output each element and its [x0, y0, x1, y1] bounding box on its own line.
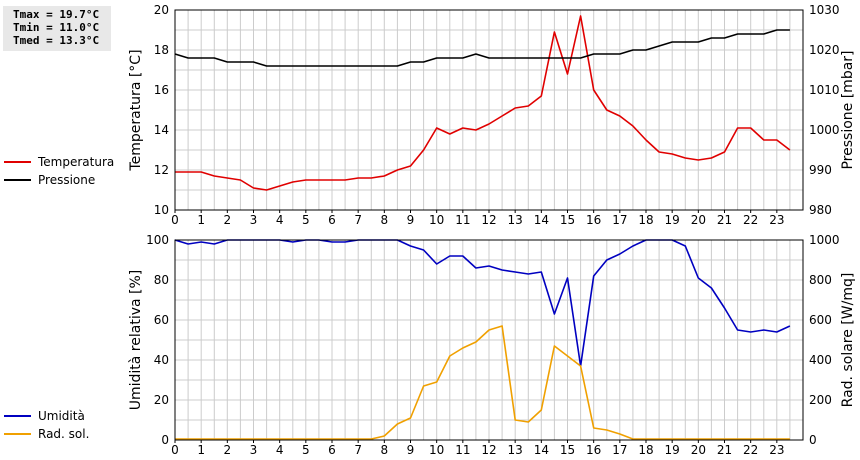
legend-label: Pressione [38, 173, 96, 187]
series-line-umidit [174, 239, 791, 367]
y-tick-label-right: 1010 [809, 83, 840, 97]
x-tick-label: 10 [429, 213, 444, 227]
x-tick-label: 21 [717, 213, 732, 227]
x-tick-label: 5 [302, 443, 310, 457]
y-tick-label-left: 16 [154, 83, 169, 97]
y-axis-label-left: Umidità relativa [%] [128, 270, 144, 411]
x-tick-label: 17 [612, 443, 627, 457]
x-tick-label: 14 [534, 213, 549, 227]
x-tick-label: 6 [328, 443, 336, 457]
y-tick-label-right: 0 [809, 433, 817, 447]
y-tick-label-left: 60 [154, 313, 169, 327]
y-tick-label-left: 0 [161, 433, 169, 447]
y-tick-label-right: 1020 [809, 43, 840, 57]
stats-box: Tmax = 19.7°C Tmin = 11.0°C Tmed = 13.3°… [3, 6, 111, 51]
y-tick-label-right: 1000 [809, 123, 840, 137]
x-tick-label: 22 [743, 443, 758, 457]
y-tick-label-left: 18 [154, 43, 169, 57]
x-tick-label: 17 [612, 213, 627, 227]
x-tick-label: 4 [276, 443, 284, 457]
x-tick-label: 23 [769, 443, 784, 457]
x-tick-label: 9 [407, 213, 415, 227]
x-tick-label: 4 [276, 213, 284, 227]
x-tick-label: 5 [302, 213, 310, 227]
series-line-rad-sol [175, 325, 790, 440]
y-tick-label-left: 14 [154, 123, 169, 137]
x-tick-label: 11 [455, 443, 470, 457]
x-tick-label: 14 [534, 443, 549, 457]
tmed-text: Tmed = 13.3°C [13, 34, 100, 47]
x-tick-label: 18 [638, 443, 653, 457]
x-tick-label: 10 [429, 443, 444, 457]
y-tick-label-left: 80 [154, 273, 169, 287]
legend-swatch [4, 433, 31, 435]
x-tick-label: 3 [250, 213, 258, 227]
x-tick-label: 7 [354, 213, 362, 227]
x-tick-label: 20 [691, 213, 706, 227]
y-tick-label-left: 10 [154, 203, 169, 217]
x-tick-label: 0 [171, 443, 179, 457]
x-tick-label: 13 [508, 443, 523, 457]
y-tick-label-left: 40 [154, 353, 169, 367]
legend-label: Rad. sol. [38, 427, 90, 441]
x-tick-label: 2 [224, 443, 232, 457]
x-tick-label: 20 [691, 443, 706, 457]
x-tick-label: 19 [665, 443, 680, 457]
x-tick-label: 12 [481, 213, 496, 227]
x-tick-label: 9 [407, 443, 415, 457]
x-tick-label: 18 [638, 213, 653, 227]
x-tick-label: 0 [171, 213, 179, 227]
x-tick-label: 23 [769, 213, 784, 227]
y-tick-label-right: 990 [809, 163, 832, 177]
x-tick-label: 21 [717, 443, 732, 457]
y-tick-label-right: 1000 [809, 233, 840, 247]
y-tick-label-right: 1030 [809, 3, 840, 17]
tmin-text: Tmin = 11.0°C [13, 21, 100, 34]
x-tick-label: 8 [381, 213, 389, 227]
x-tick-label: 15 [560, 443, 575, 457]
x-tick-label: 1 [197, 443, 205, 457]
x-tick-label: 12 [481, 443, 496, 457]
x-tick-label: 16 [586, 443, 601, 457]
x-tick-label: 22 [743, 213, 758, 227]
x-tick-label: 1 [197, 213, 205, 227]
y-tick-label-right: 980 [809, 203, 832, 217]
y-axis-label-left: Temperatura [°C] [128, 49, 144, 171]
y-axis-label-right: Rad. solare [W/mq] [840, 273, 856, 408]
x-tick-label: 15 [560, 213, 575, 227]
y-tick-label-left: 100 [146, 233, 169, 247]
legend-swatch [4, 179, 31, 181]
y-tick-label-right: 800 [809, 273, 832, 287]
y-tick-label-right: 400 [809, 353, 832, 367]
legend-swatch [4, 415, 31, 417]
x-tick-label: 3 [250, 443, 258, 457]
y-axis-label-right: Pressione [mbar] [840, 50, 856, 169]
x-tick-label: 6 [328, 213, 336, 227]
series-line-temperatura [175, 15, 791, 191]
x-tick-label: 19 [665, 213, 680, 227]
legend-swatch [4, 161, 31, 163]
y-tick-label-left: 12 [154, 163, 169, 177]
y-tick-label-left: 20 [154, 393, 169, 407]
y-tick-label-right: 200 [809, 393, 832, 407]
y-tick-label-left: 20 [154, 3, 169, 17]
series-line-pressione [174, 29, 790, 67]
x-tick-label: 11 [455, 213, 470, 227]
x-tick-label: 2 [224, 213, 232, 227]
tmax-text: Tmax = 19.7°C [13, 8, 100, 21]
legend-label: Temperatura [38, 155, 115, 169]
x-tick-label: 16 [586, 213, 601, 227]
x-tick-label: 7 [354, 443, 362, 457]
x-tick-label: 13 [508, 213, 523, 227]
legend-label: Umidità [38, 409, 85, 423]
y-tick-label-right: 600 [809, 313, 832, 327]
x-tick-label: 8 [381, 443, 389, 457]
